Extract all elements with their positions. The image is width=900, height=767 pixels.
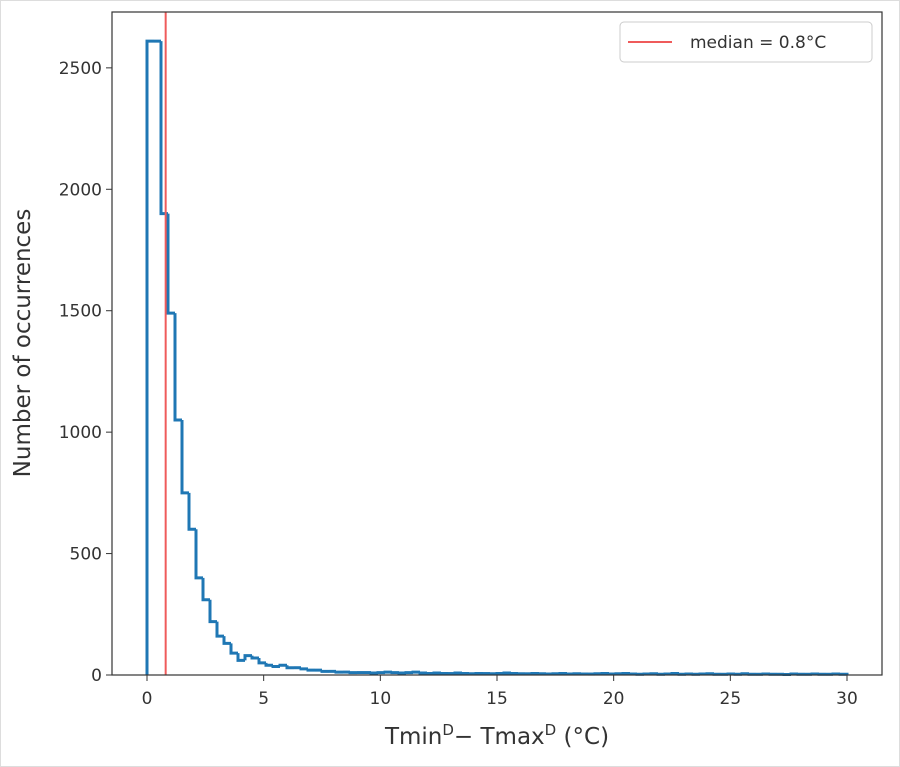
y-axis-label: Number of occurrences bbox=[10, 209, 36, 478]
histogram-step bbox=[264, 662, 273, 667]
x-label-sup: D bbox=[545, 721, 557, 739]
histogram-step bbox=[229, 643, 238, 655]
y-tick-label: 1500 bbox=[59, 302, 102, 322]
x-tick-label: 0 bbox=[142, 689, 153, 709]
histogram-step bbox=[250, 655, 259, 660]
legend-label: median = 0.8°C bbox=[690, 33, 826, 53]
x-tick-label: 10 bbox=[370, 689, 392, 709]
histogram-step bbox=[194, 529, 203, 580]
legend-box bbox=[619, 21, 873, 63]
histogram-step bbox=[236, 653, 245, 662]
histogram-step bbox=[243, 654, 252, 661]
x-label-part: − Tmax bbox=[454, 724, 545, 750]
histogram-step bbox=[285, 665, 294, 670]
histogram-step bbox=[180, 420, 189, 495]
histogram-step bbox=[306, 668, 315, 672]
x-tick-label: 25 bbox=[720, 689, 742, 709]
x-tick-label: 30 bbox=[836, 689, 858, 709]
histogram-step bbox=[145, 39, 154, 675]
histogram-step bbox=[222, 636, 231, 645]
histogram-step bbox=[166, 213, 175, 315]
histogram-step bbox=[320, 669, 329, 673]
x-label-part: Tmin bbox=[384, 724, 442, 750]
histogram-step bbox=[334, 670, 343, 674]
histogram-step bbox=[418, 671, 427, 675]
histogram-step bbox=[257, 658, 266, 665]
x-label-part: (°C) bbox=[556, 724, 609, 750]
y-tick-label: 1000 bbox=[59, 423, 102, 443]
x-axis-label: TminD− TmaxD (°C) bbox=[384, 721, 609, 750]
histogram-step bbox=[677, 672, 686, 676]
histogram-step bbox=[173, 313, 182, 422]
histogram-step bbox=[201, 577, 210, 602]
histogram-step bbox=[299, 667, 308, 671]
x-tick-label: 15 bbox=[486, 689, 508, 709]
y-tick-label: 2000 bbox=[59, 180, 102, 200]
y-tick-label: 2500 bbox=[59, 59, 102, 79]
plot-border bbox=[111, 11, 883, 676]
y-tick-label: 0 bbox=[91, 666, 102, 686]
histogram-step bbox=[215, 621, 224, 638]
histogram-step bbox=[278, 663, 287, 667]
y-tick-label: 500 bbox=[70, 545, 102, 565]
x-tick-label: 5 bbox=[258, 689, 269, 709]
histogram-step bbox=[208, 599, 217, 624]
x-label-sup: D bbox=[442, 721, 454, 739]
histogram-step bbox=[271, 665, 280, 668]
x-tick-label: 20 bbox=[603, 689, 625, 709]
histogram-step bbox=[187, 492, 196, 531]
